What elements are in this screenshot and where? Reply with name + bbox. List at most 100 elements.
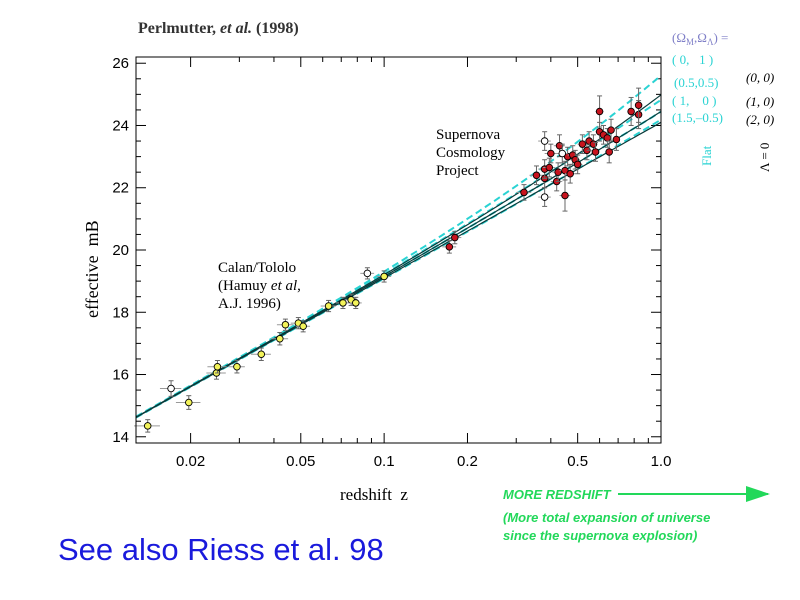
data-point-scp [612,128,621,151]
data-point-calan_tololo [320,299,336,313]
scp-line-2: Cosmology [436,145,506,161]
legend-row-2: ( 1, 0 ) [672,93,716,108]
point-marker [451,233,459,242]
y-tick-label: 16 [112,367,129,384]
data-point-scp [605,140,613,164]
point-marker [558,149,567,158]
x-tick-label: 0.02 [176,453,205,470]
legend-lambda-label: Λ = 0 [757,143,772,172]
point-marker [566,169,574,178]
data-point-scp [634,87,643,123]
data-point-calan_tololo [295,320,311,333]
point-marker [281,320,290,329]
model-legend: (ΩM,ΩΛ) = ( 0, 1 ) (0.5,0.5) ( 1, 0 ) (1… [672,30,774,172]
point-marker [167,384,175,393]
title-year: (1998) [252,20,299,37]
data-point-calan_tololo [175,395,201,410]
legend-right-2: (2, 0) [746,112,774,127]
point-marker [573,160,582,169]
x-tick-labels: 0.02 0.05 0.1 0.2 0.5 1.0 [176,453,671,470]
point-marker [352,299,360,307]
point-marker [605,148,613,156]
point-marker [213,362,222,371]
point-marker [185,398,193,407]
calan-line-3: A.J. 1996) [218,296,281,312]
point-marker [540,193,549,201]
scp-line-3: Project [436,163,479,179]
data-point-scp [559,160,571,181]
data-point-calan_tololo_open [360,267,375,280]
more-redshift-line-3: since the supernova explosion) [503,528,697,543]
point-marker [591,148,600,156]
point-marker [324,302,333,310]
data-point-scp_open [538,187,551,207]
legend-right-1: (1, 0) [746,94,774,109]
point-marker [520,188,528,197]
data-point-calan_tololo_open [159,380,182,397]
data-point-calan_tololo [270,331,289,346]
data-point-scp_open [556,143,568,164]
point-marker [363,269,372,278]
point-marker [554,168,562,176]
point-marker [545,163,554,172]
title-etal: et al. [220,20,252,37]
more-redshift-title: MORE REDSHIFT [503,487,612,502]
point-marker [612,135,621,144]
y-tick-label: 20 [112,242,129,259]
data-point-scp_open [538,131,551,151]
y-tick-label: 14 [112,429,129,446]
point-marker [257,350,266,359]
point-marker [595,107,604,116]
y-tick-label: 26 [112,55,129,72]
point-marker [634,101,643,109]
point-marker [627,107,635,116]
point-marker [540,137,549,145]
y-tick-labels: 14 16 18 20 22 24 26 [112,55,129,446]
more-redshift-note: MORE REDSHIFT (More total expansion of u… [503,486,770,543]
data-point-scp [529,165,544,186]
point-marker [607,126,615,134]
data-point-calan_tololo [276,318,294,331]
legend-row-1: (0.5,0.5) [674,75,718,90]
calan-line-2: (Hamuy et al, [218,278,301,294]
data-point-scp [564,163,576,184]
axis-ticks [136,57,662,443]
chart-title: Perlmutter, et al. (1998) [138,20,299,37]
data-point-scp [516,184,532,201]
data-point-scp [595,95,604,128]
x-axis-label: redshift z [340,485,408,504]
point-marker [561,191,569,200]
legend-row-0: ( 0, 1 ) [672,52,713,67]
data-point-scp [591,142,600,162]
point-marker [339,299,347,307]
point-marker [143,422,152,430]
scp-line-1: Supernova [436,127,500,143]
point-marker [547,149,555,158]
data-point-calan_tololo [228,360,245,374]
point-marker [603,134,612,142]
x-tick-label: 0.5 [567,453,588,470]
legend-right-0: (0, 0) [746,70,774,85]
data-point-calan_tololo [207,360,227,374]
x-tick-label: 0.1 [374,453,395,470]
plot-frame [135,56,662,444]
calan-annotation: Calan/Tololo (Hamuy et al, A.J. 1996) [218,260,301,312]
data-point-scp [442,240,457,254]
model-curve-solid [136,121,661,419]
data-points [134,87,643,433]
point-marker [299,322,307,331]
y-tick-label: 22 [112,180,129,197]
y-axis-label: effective mB [82,220,102,318]
data-point-calan_tololo [376,270,392,283]
see-also-riess: See also Riess et al. 98 [58,532,384,567]
legend-header: (ΩM,ΩΛ) = [672,30,728,47]
y-tick-label: 24 [112,117,129,134]
data-point-calan_tololo [349,296,362,310]
point-marker [445,243,454,251]
scp-annotation: Supernova Cosmology Project [436,127,506,179]
data-point-scp [607,118,615,142]
data-point-calan_tololo [335,296,350,310]
point-marker [233,362,241,371]
more-redshift-line-2: (More total expansion of universe [503,510,710,525]
